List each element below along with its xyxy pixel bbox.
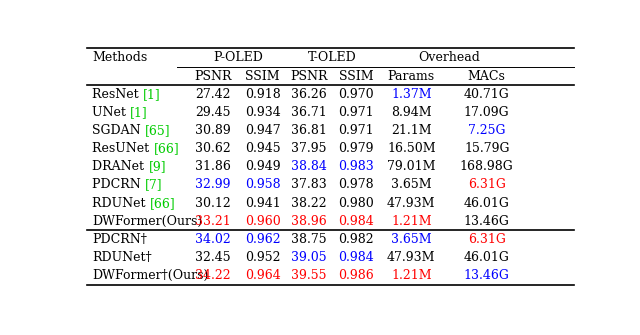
Text: 29.45: 29.45 (195, 106, 230, 119)
Text: 32.99: 32.99 (195, 179, 230, 192)
Text: 0.958: 0.958 (244, 179, 280, 192)
Text: [1]: [1] (143, 88, 161, 101)
Text: 6.31G: 6.31G (468, 233, 506, 246)
Text: Params: Params (388, 70, 435, 82)
Text: 40.71G: 40.71G (464, 88, 509, 101)
Text: 39.05: 39.05 (291, 251, 327, 264)
Text: 0.971: 0.971 (339, 106, 374, 119)
Text: 34.02: 34.02 (195, 233, 231, 246)
Text: 0.934: 0.934 (244, 106, 280, 119)
Text: 0.979: 0.979 (339, 142, 374, 155)
Text: 3.65M: 3.65M (391, 233, 431, 246)
Text: 6.31G: 6.31G (468, 179, 506, 192)
Text: 37.83: 37.83 (291, 179, 327, 192)
Text: 0.962: 0.962 (244, 233, 280, 246)
Text: 36.81: 36.81 (291, 124, 327, 137)
Text: SSIM: SSIM (245, 70, 280, 82)
Text: 1.21M: 1.21M (391, 215, 431, 228)
Text: 0.947: 0.947 (244, 124, 280, 137)
Text: 1.21M: 1.21M (391, 269, 431, 282)
Text: 0.945: 0.945 (244, 142, 280, 155)
Text: [66]: [66] (154, 142, 179, 155)
Text: SSIM: SSIM (339, 70, 374, 82)
Text: MACs: MACs (468, 70, 506, 82)
Text: 34.22: 34.22 (195, 269, 231, 282)
Text: 38.22: 38.22 (291, 197, 327, 210)
Text: RDUNet†: RDUNet† (92, 251, 152, 264)
Text: [7]: [7] (145, 179, 163, 192)
Text: 21.1M: 21.1M (391, 124, 431, 137)
Text: PSNR: PSNR (194, 70, 232, 82)
Text: 36.26: 36.26 (291, 88, 327, 101)
Text: 13.46G: 13.46G (464, 269, 509, 282)
Text: 39.55: 39.55 (291, 269, 327, 282)
Text: 7.25G: 7.25G (468, 124, 506, 137)
Text: 17.09G: 17.09G (464, 106, 509, 119)
Text: 0.960: 0.960 (244, 215, 280, 228)
Text: 79.01M: 79.01M (387, 160, 436, 173)
Text: 47.93M: 47.93M (387, 251, 436, 264)
Text: PDCRN†: PDCRN† (92, 233, 147, 246)
Text: 30.62: 30.62 (195, 142, 231, 155)
Text: [66]: [66] (150, 197, 175, 210)
Text: RDUNet: RDUNet (92, 197, 150, 210)
Text: 0.984: 0.984 (339, 215, 374, 228)
Text: 3.65M: 3.65M (391, 179, 431, 192)
Text: 15.79G: 15.79G (464, 142, 509, 155)
Text: DRANet: DRANet (92, 160, 148, 173)
Text: T-OLED: T-OLED (308, 51, 357, 64)
Text: [65]: [65] (145, 124, 171, 137)
Text: 0.984: 0.984 (339, 251, 374, 264)
Text: 37.95: 37.95 (291, 142, 327, 155)
Text: 0.980: 0.980 (339, 197, 374, 210)
Text: 13.46G: 13.46G (464, 215, 509, 228)
Text: 32.45: 32.45 (195, 251, 231, 264)
Text: 0.982: 0.982 (339, 233, 374, 246)
Text: 38.96: 38.96 (291, 215, 327, 228)
Text: Methods: Methods (92, 51, 148, 64)
Text: 0.970: 0.970 (339, 88, 374, 101)
Text: PSNR: PSNR (291, 70, 328, 82)
Text: P-OLED: P-OLED (212, 51, 262, 64)
Text: 46.01G: 46.01G (464, 251, 509, 264)
Text: 27.42: 27.42 (195, 88, 230, 101)
Text: 30.12: 30.12 (195, 197, 231, 210)
Text: Overhead: Overhead (418, 51, 480, 64)
Text: ResNet: ResNet (92, 88, 143, 101)
Text: 31.86: 31.86 (195, 160, 231, 173)
Text: 0.941: 0.941 (244, 197, 280, 210)
Text: 38.75: 38.75 (291, 233, 327, 246)
Text: 47.93M: 47.93M (387, 197, 436, 210)
Text: 16.50M: 16.50M (387, 142, 436, 155)
Text: 0.949: 0.949 (244, 160, 280, 173)
Text: 0.971: 0.971 (339, 124, 374, 137)
Text: DWFormer(Ours): DWFormer(Ours) (92, 215, 203, 228)
Text: 1.37M: 1.37M (391, 88, 431, 101)
Text: 38.84: 38.84 (291, 160, 327, 173)
Text: [9]: [9] (148, 160, 166, 173)
Text: SGDAN: SGDAN (92, 124, 145, 137)
Text: [1]: [1] (131, 106, 148, 119)
Text: PDCRN: PDCRN (92, 179, 145, 192)
Text: 30.89: 30.89 (195, 124, 231, 137)
Text: 0.952: 0.952 (244, 251, 280, 264)
Text: 168.98G: 168.98G (460, 160, 513, 173)
Text: 36.71: 36.71 (291, 106, 327, 119)
Text: 0.986: 0.986 (339, 269, 374, 282)
Text: UNet: UNet (92, 106, 131, 119)
Text: DWFormer†(Ours): DWFormer†(Ours) (92, 269, 209, 282)
Text: 0.918: 0.918 (244, 88, 280, 101)
Text: 8.94M: 8.94M (391, 106, 431, 119)
Text: 0.983: 0.983 (339, 160, 374, 173)
Text: 46.01G: 46.01G (464, 197, 509, 210)
Text: 33.21: 33.21 (195, 215, 231, 228)
Text: ResUNet: ResUNet (92, 142, 154, 155)
Text: 0.964: 0.964 (244, 269, 280, 282)
Text: 0.978: 0.978 (339, 179, 374, 192)
